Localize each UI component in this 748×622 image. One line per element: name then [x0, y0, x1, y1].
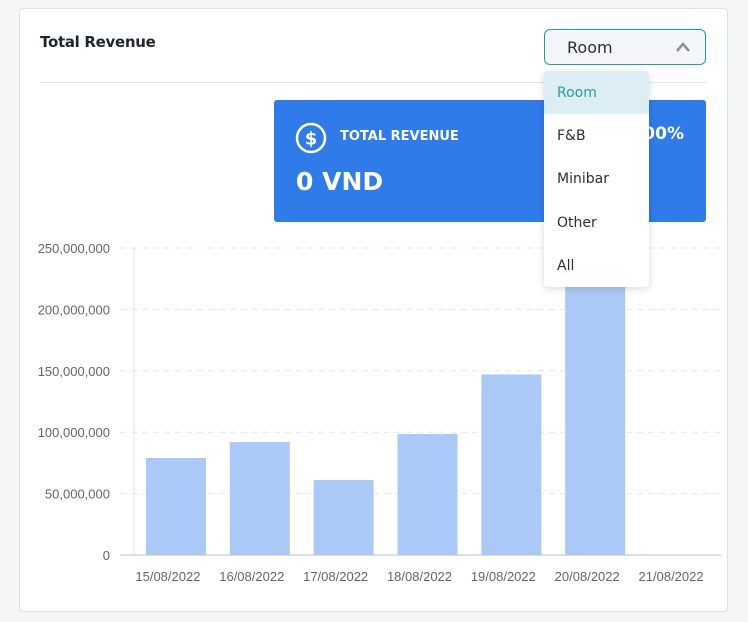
dropdown-option-minibar[interactable]: Minibar: [557, 171, 609, 188]
y-tick-label: 250,000,000: [38, 241, 110, 256]
select-value: Room: [567, 38, 613, 57]
bar-19/08/2022: [481, 374, 542, 555]
y-tick-label: 150,000,000: [38, 364, 110, 379]
x-tick-label: 21/08/2022: [639, 569, 704, 584]
x-tick-label: 20/08/2022: [555, 569, 620, 584]
dropdown-option-room[interactable]: Room: [544, 71, 649, 115]
divider: [40, 82, 706, 83]
dollar-circle-icon: $: [295, 122, 327, 154]
x-tick-label: 19/08/2022: [471, 569, 536, 584]
bar-17/08/2022: [313, 480, 374, 555]
bar-20/08/2022: [565, 266, 626, 555]
chevron-up-icon: [676, 42, 690, 52]
category-dropdown: Room F&B Minibar Other All: [544, 71, 649, 287]
y-tick-label: 0: [103, 548, 110, 563]
y-tick-label: 50,000,000: [45, 487, 110, 502]
x-tick-label: 15/08/2022: [135, 569, 200, 584]
y-tick-label: 200,000,000: [38, 302, 110, 317]
dropdown-option-fnb[interactable]: F&B: [557, 128, 586, 145]
bar-16/08/2022: [229, 442, 290, 555]
bar-15/08/2022: [145, 457, 206, 555]
category-select[interactable]: Room: [544, 29, 706, 65]
dropdown-option-other[interactable]: Other: [557, 214, 597, 231]
x-tick-label: 18/08/2022: [387, 569, 452, 584]
y-tick-label: 100,000,000: [38, 425, 110, 440]
dropdown-option-all[interactable]: All: [557, 257, 575, 274]
svg-text:$: $: [305, 129, 318, 150]
x-tick-label: 17/08/2022: [303, 569, 368, 584]
kpi-value: 0 VND: [296, 167, 384, 196]
kpi-label: TOTAL REVENUE: [340, 129, 459, 144]
bar-18/08/2022: [397, 434, 458, 555]
card-title: Total Revenue: [40, 33, 156, 51]
x-tick-label: 16/08/2022: [219, 569, 284, 584]
